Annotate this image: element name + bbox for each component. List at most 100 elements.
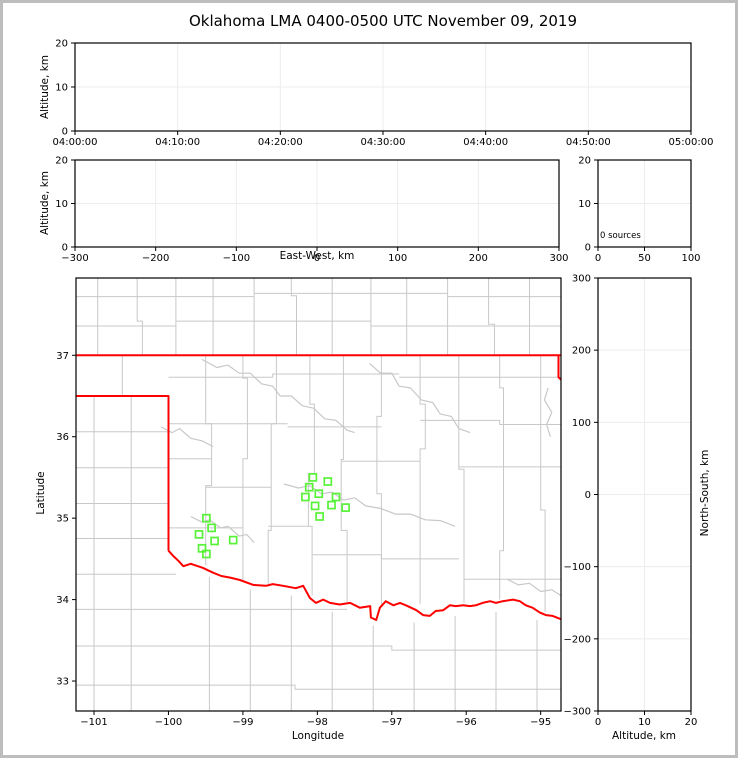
zero-sources-annotation: 0 sources [600,231,641,241]
svg-text:0: 0 [62,243,68,254]
river-line [506,578,561,597]
county-boundary [419,355,426,604]
county-boundary [76,645,561,651]
county-boundary [267,355,277,587]
svg-text:−300: −300 [564,707,591,718]
county-boundary [488,278,495,356]
svg-text:04:50:00: 04:50:00 [566,137,611,148]
svg-text:200: 200 [572,346,591,357]
lma-station-marker [304,482,314,492]
axis-label-longitude: Longitude [291,730,345,742]
svg-text:20: 20 [55,156,68,167]
lma-station-marker [327,500,336,510]
lma-station-marker [210,536,219,546]
svg-text:50: 50 [638,253,651,264]
svg-text:300: 300 [549,253,568,264]
river-line [369,362,471,434]
state-border [557,355,561,381]
svg-text:10: 10 [578,199,591,210]
svg-text:100: 100 [572,418,591,429]
lma-station-marker [314,489,324,499]
lma-station-marker [323,477,333,486]
svg-text:04:30:00: 04:30:00 [361,137,406,148]
svg-text:0: 0 [314,253,320,264]
svg-text:33: 33 [56,677,69,688]
county-boundary [499,355,504,600]
county-boundary [376,355,382,606]
lma-station-marker [341,503,350,512]
svg-text:34: 34 [56,595,69,606]
svg-text:100: 100 [681,253,700,264]
lma-station-marker [228,535,238,545]
panel-ns-height: 0 10 20 −300 −200 −100 0 100 200 300 [564,274,698,729]
county-boundary [340,355,348,602]
svg-text:36: 36 [56,432,69,443]
chart-title: Oklahoma LMA 0400-0500 UTC November 09, … [188,12,578,30]
svg-text:−95: −95 [530,717,551,728]
county-boundary [420,419,561,425]
svg-text:10: 10 [55,83,68,94]
lma-station-marker [202,549,211,559]
river-line [201,358,355,434]
panel-time-height: 04:00:00 04:10:00 04:20:00 04:30:00 04:40:00… [53,39,714,149]
county-boundary [76,684,561,690]
svg-text:37: 37 [56,351,69,362]
axis-label-north-south: North-South, km [699,449,711,537]
river-line [160,426,214,448]
state-border [76,395,170,551]
svg-text:04:10:00: 04:10:00 [155,137,200,148]
county-boundary [540,355,546,612]
axis-label-altitude-mid: Altitude, km [39,171,51,236]
svg-text:0: 0 [585,243,591,254]
svg-text:−100: −100 [223,253,250,264]
panel-plan-view-map: −101 −100 −99 −98 −97 −96 −95 33 34 35 36 37 [56,277,562,728]
lma-plot-canvas: 04:00:00 04:10:00 04:20:00 04:30:00 04:40:00… [53,39,714,729]
panel-ew-height: −300 −200 −100 0 100 200 300 0 10 20 [55,156,568,265]
county-boundary [136,278,143,356]
svg-text:0: 0 [595,253,601,264]
map-content [76,278,561,711]
river-line [283,483,456,527]
svg-text:−101: −101 [80,717,107,728]
lma-station-marker [197,543,207,553]
svg-text:−98: −98 [307,717,328,728]
state-border [167,550,561,621]
lma-station-marker [207,523,216,533]
svg-text:−100: −100 [564,562,591,573]
axis-label-latitude: Latitude [35,471,47,515]
svg-text:−300: −300 [61,253,88,264]
svg-text:04:40:00: 04:40:00 [463,137,508,148]
svg-text:05:00:00: 05:00:00 [669,137,714,148]
svg-text:−97: −97 [381,717,402,728]
lma-station-marker [301,492,310,502]
lma-station-marker [331,492,341,502]
panel-source-histogram: 0 50 100 0 10 20 [578,156,700,265]
svg-text:300: 300 [572,274,591,285]
svg-text:20: 20 [578,156,591,167]
lma-station-marker [194,530,204,539]
lma-station-marker [308,473,318,482]
county-boundary [168,373,400,378]
county-boundary [312,554,459,560]
svg-text:35: 35 [56,514,69,525]
svg-text:04:00:00: 04:00:00 [53,137,98,148]
county-boundary [242,355,248,582]
county-boundary [290,278,297,356]
lma-station-marker [310,501,320,511]
county-boundary [458,355,465,603]
svg-text:10: 10 [638,717,651,728]
svg-text:0: 0 [585,490,591,501]
axis-label-altitude-bottom: Altitude, km [611,730,676,742]
svg-text:0: 0 [595,717,601,728]
svg-text:20: 20 [685,717,698,728]
lma-station-marker [202,513,211,523]
svg-text:−200: −200 [142,253,169,264]
svg-text:04:20:00: 04:20:00 [258,137,303,148]
svg-text:−100: −100 [155,717,182,728]
svg-text:−200: −200 [564,634,591,645]
svg-text:0: 0 [62,127,68,138]
axis-label-east-west: East-West, km [279,250,355,262]
svg-text:20: 20 [55,39,68,50]
svg-text:200: 200 [469,253,488,264]
